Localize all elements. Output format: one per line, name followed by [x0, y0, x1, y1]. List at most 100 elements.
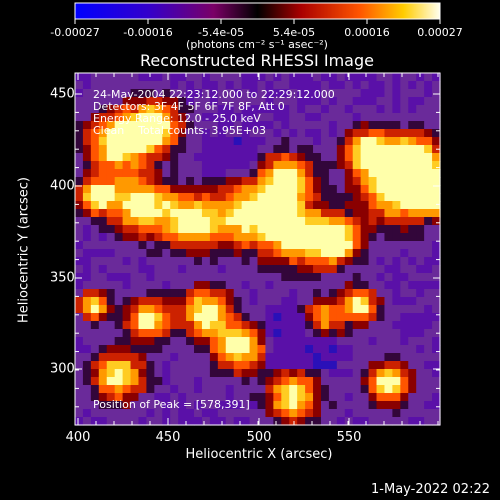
- heatmap-cell: [313, 257, 322, 266]
- heatmap-cell: [424, 169, 433, 178]
- heatmap-cell: [170, 281, 179, 290]
- heatmap-cell: [297, 137, 306, 146]
- heatmap-cell: [130, 153, 140, 162]
- heatmap-cell: [257, 369, 267, 378]
- heatmap-cell: [336, 97, 346, 106]
- heatmap-cell: [384, 185, 393, 194]
- heatmap-cell: [392, 129, 401, 138]
- heatmap-cell: [162, 241, 171, 250]
- heatmap-cell: [241, 137, 251, 146]
- heatmap-cell: [360, 177, 370, 186]
- heatmap-cell: [241, 129, 251, 138]
- heatmap-cell: [336, 233, 346, 242]
- heatmap-cell: [209, 129, 219, 138]
- heatmap-cell: [194, 417, 203, 426]
- detectors-label: Detectors: 3F 4F 5F 6F 7F 8F, Att 0: [93, 100, 285, 113]
- heatmap-cell: [328, 209, 338, 218]
- heatmap-cell: [400, 321, 409, 330]
- heatmap-cell: [217, 401, 227, 410]
- heatmap-cell: [225, 409, 235, 418]
- heatmap-cell: [90, 113, 100, 122]
- heatmap-cell: [225, 73, 235, 82]
- heatmap-cell: [217, 209, 227, 218]
- heatmap-cell: [360, 385, 370, 394]
- heatmap-cell: [313, 305, 322, 314]
- heatmap-cell: [289, 281, 298, 290]
- heatmap-cell: [376, 121, 386, 130]
- heatmap-cell: [90, 353, 100, 362]
- heatmap-cell: [432, 385, 441, 394]
- heatmap-cell: [170, 393, 179, 402]
- heatmap-cell: [178, 225, 187, 234]
- heatmap-cell: [178, 305, 187, 314]
- heatmap-cell: [281, 345, 290, 354]
- heatmap-cell: [217, 193, 227, 202]
- heatmap-cell: [114, 377, 124, 386]
- heatmap-cell: [424, 305, 433, 314]
- heatmap-cell: [281, 161, 290, 170]
- heatmap-cell: [408, 105, 417, 114]
- heatmap-cell: [90, 305, 100, 314]
- heatmap-cell: [201, 177, 211, 186]
- heatmap-cell: [75, 369, 84, 378]
- heatmap-cell: [336, 273, 346, 282]
- heatmap-cell: [328, 161, 338, 170]
- heatmap-cell: [273, 105, 282, 114]
- heatmap-cell: [114, 361, 124, 370]
- heatmap-cell: [265, 289, 274, 298]
- heatmap-cell: [194, 329, 203, 338]
- heatmap-cell: [233, 377, 243, 386]
- heatmap-cell: [162, 273, 171, 282]
- heatmap-cell: [336, 353, 346, 362]
- heatmap-cell: [130, 129, 140, 138]
- heatmap-cell: [106, 121, 116, 130]
- heatmap-cell: [257, 377, 267, 386]
- heatmap-cell: [98, 233, 108, 242]
- heatmap-cell: [90, 193, 100, 202]
- heatmap-cell: [201, 201, 211, 210]
- heatmap-cell: [209, 305, 219, 314]
- heatmap-cell: [384, 177, 393, 186]
- heatmap-cell: [352, 209, 362, 218]
- heatmap-cell: [320, 393, 330, 402]
- heatmap-cell: [328, 369, 338, 378]
- heatmap-cell: [352, 281, 362, 290]
- heatmap-cell: [328, 337, 338, 346]
- heatmap-cell: [344, 385, 354, 394]
- heatmap-cell: [344, 393, 354, 402]
- heatmap-cell: [194, 353, 203, 362]
- heatmap-cell: [328, 81, 338, 90]
- heatmap-cell: [122, 265, 132, 274]
- heatmap-cell: [241, 345, 251, 354]
- heatmap-cell: [82, 97, 92, 106]
- heatmap-cell: [313, 273, 322, 282]
- heatmap-cell: [384, 377, 393, 386]
- heatmap-cell: [408, 257, 417, 266]
- heatmap-cell: [90, 145, 100, 154]
- heatmap-cell: [178, 241, 187, 250]
- heatmap-cell: [194, 161, 203, 170]
- heatmap-cell: [289, 385, 298, 394]
- heatmap-cell: [98, 217, 108, 226]
- heatmap-cell: [424, 209, 433, 218]
- heatmap-cell: [225, 185, 235, 194]
- heatmap-cell: [408, 209, 417, 218]
- peak-position-label: Position of Peak = [578,391]: [93, 398, 250, 411]
- heatmap-cell: [281, 73, 290, 82]
- heatmap-cell: [225, 113, 235, 122]
- heatmap-cell: [352, 225, 362, 234]
- heatmap-cell: [138, 329, 148, 338]
- heatmap-cell: [162, 73, 171, 82]
- heatmap-cell: [432, 289, 441, 298]
- heatmap-cell: [90, 257, 100, 266]
- heatmap-cell: [289, 89, 298, 98]
- heatmap-cell: [360, 129, 370, 138]
- heatmap-cell: [146, 297, 155, 306]
- heatmap-cell: [106, 305, 116, 314]
- heatmap-cell: [392, 89, 401, 98]
- heatmap-cell: [130, 273, 140, 282]
- heatmap-cell: [273, 353, 282, 362]
- heatmap-cell: [273, 217, 282, 226]
- heatmap-cell: [146, 137, 155, 146]
- heatmap-cell: [360, 401, 370, 410]
